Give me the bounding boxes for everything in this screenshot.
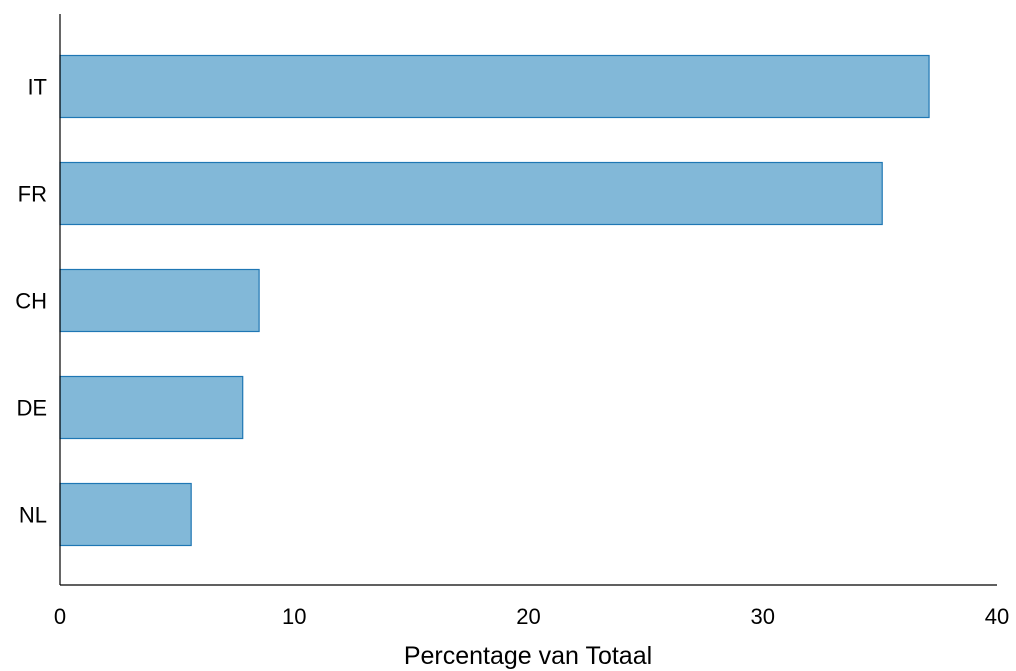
x-tick-label-30: 30 xyxy=(751,604,775,629)
y-tick-label-nl: NL xyxy=(19,503,47,528)
bar-ch xyxy=(59,268,260,333)
x-tick-label-0: 0 xyxy=(54,604,66,629)
x-axis-title: Percentage van Totaal xyxy=(404,642,652,670)
x-tick-label-40: 40 xyxy=(985,604,1009,629)
x-tick-labels: 0 10 20 30 40 xyxy=(54,604,1009,629)
bar-nl xyxy=(59,482,192,547)
bar-fr xyxy=(59,161,883,226)
y-tick-label-ch: CH xyxy=(15,289,47,314)
y-tick-label-fr: FR xyxy=(18,182,47,207)
bar-it xyxy=(59,54,930,119)
bars-group xyxy=(59,54,930,547)
x-tick-label-10: 10 xyxy=(282,604,306,629)
y-tick-labels: IT FR CH DE NL xyxy=(15,75,47,528)
y-tick-label-de: DE xyxy=(16,396,47,421)
x-tick-label-20: 20 xyxy=(516,604,540,629)
y-tick-label-it: IT xyxy=(27,75,47,100)
bar-de xyxy=(59,375,244,440)
